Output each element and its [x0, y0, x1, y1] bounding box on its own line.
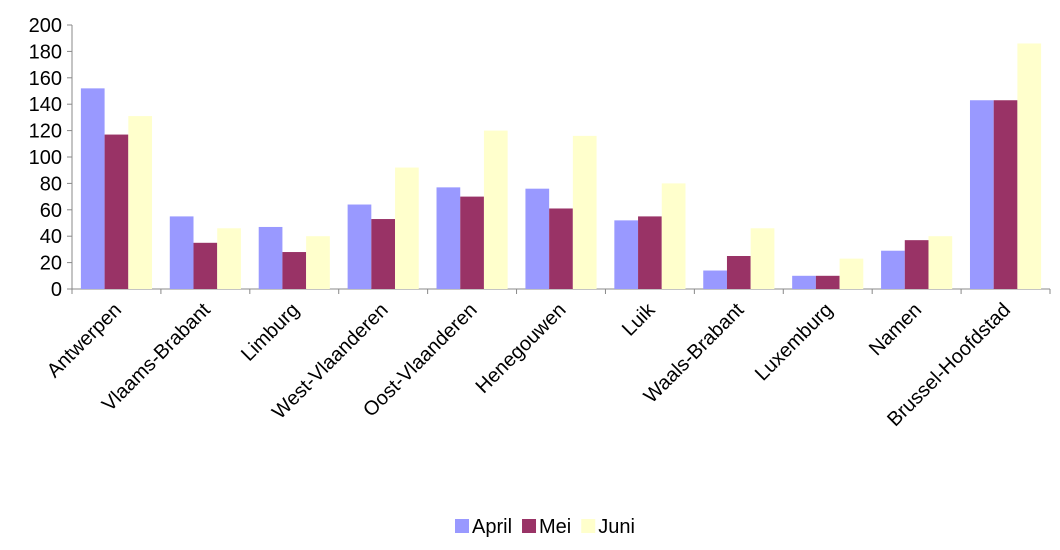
- bar: [169, 216, 194, 289]
- x-tick-label: Limburg: [237, 299, 304, 366]
- x-tick-label: Namen: [865, 299, 926, 360]
- legend: April Mei Juni: [455, 516, 635, 538]
- x-tick-label: Henegouwen: [472, 299, 571, 398]
- legend-label: Juni: [598, 516, 635, 538]
- bar: [371, 219, 396, 289]
- x-tick-label: Antwerpen: [43, 299, 126, 382]
- x-tick-label: Luxemburg: [751, 299, 837, 385]
- bar: [282, 252, 307, 289]
- bar: [815, 275, 840, 289]
- legend-label: April: [472, 516, 512, 538]
- bar: [750, 228, 775, 289]
- bar: [460, 196, 484, 289]
- bar: [614, 220, 639, 289]
- bar: [193, 242, 218, 289]
- bar: [525, 188, 550, 289]
- bar: [80, 88, 105, 289]
- bar: [969, 100, 994, 290]
- y-tick-label: 120: [29, 121, 62, 143]
- bar: [258, 226, 283, 289]
- bar: [1017, 43, 1042, 290]
- y-tick-label: 40: [40, 226, 62, 248]
- y-tick-label: 140: [29, 94, 62, 116]
- bar: [217, 228, 241, 289]
- y-tick-label: 60: [40, 200, 62, 222]
- x-tick-label: Luik: [618, 298, 660, 340]
- y-tick-label: 20: [40, 253, 62, 275]
- y-tick-label: 180: [29, 41, 62, 63]
- bar: [839, 258, 864, 289]
- legend-swatch: [522, 519, 537, 533]
- bar: [104, 134, 129, 289]
- bar: [661, 183, 686, 289]
- bar: [436, 187, 461, 289]
- bar: [928, 236, 953, 289]
- bar: [638, 216, 662, 289]
- bar: [881, 250, 905, 289]
- y-tick-label: 100: [29, 147, 62, 169]
- bar: [904, 240, 929, 289]
- legend-swatch: [455, 519, 469, 533]
- bar: [572, 135, 597, 289]
- bar: [128, 116, 153, 289]
- legend-label: Mei: [539, 516, 571, 538]
- y-tick-label: 0: [51, 279, 62, 301]
- bar: [993, 100, 1018, 290]
- bar: [726, 256, 751, 289]
- bar: [347, 204, 372, 289]
- y-tick-label: 160: [29, 68, 62, 90]
- bar: [483, 130, 508, 289]
- legend-swatch: [581, 519, 596, 533]
- y-tick-label: 200: [29, 15, 62, 37]
- bar: [395, 167, 419, 289]
- bar: [306, 236, 330, 289]
- bar: [549, 208, 573, 289]
- bar: [703, 270, 727, 289]
- bar: [792, 275, 816, 289]
- y-tick-label: 80: [40, 173, 62, 195]
